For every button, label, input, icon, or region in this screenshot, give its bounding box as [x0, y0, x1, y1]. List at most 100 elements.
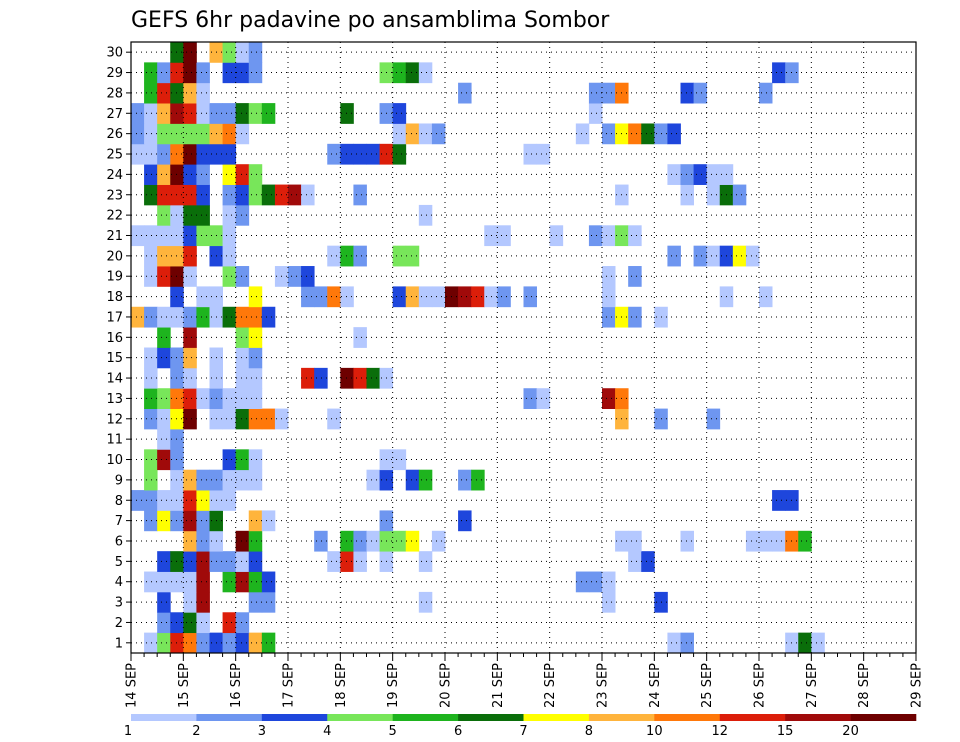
colorbar-swatch — [523, 714, 590, 721]
heatmap-cell — [183, 143, 197, 165]
heatmap-cell — [157, 164, 171, 185]
colorbar-swatch — [327, 714, 393, 721]
heatmap-cell — [131, 306, 145, 328]
heatmap-cell — [667, 123, 681, 145]
heatmap-cell — [366, 469, 380, 491]
heatmap-cell — [392, 143, 407, 165]
heatmap-cell — [418, 204, 433, 226]
heatmap-cell — [196, 286, 210, 308]
x-tick-label: 16 SEP — [229, 663, 244, 708]
heatmap-cell — [183, 510, 197, 532]
heatmap-cell — [667, 164, 681, 185]
heatmap-cell — [235, 571, 250, 593]
heatmap-cell — [196, 612, 210, 634]
colorbar-label: 12 — [711, 724, 728, 739]
heatmap-cell — [706, 164, 721, 185]
heatmap-cell — [157, 123, 171, 145]
heatmap-cell — [183, 551, 197, 572]
heatmap-cell — [196, 143, 210, 165]
heatmap-cell — [667, 245, 681, 267]
heatmap-cell — [222, 62, 237, 84]
heatmap-cell — [405, 530, 420, 552]
heatmap-cells — [131, 42, 917, 654]
heatmap-cell — [222, 571, 237, 593]
x-tick-label: 19 SEP — [386, 663, 401, 708]
heatmap-cell — [222, 490, 237, 511]
heatmap-cell — [235, 449, 250, 471]
heatmap-cell — [196, 62, 210, 84]
heatmap-cell — [248, 62, 263, 84]
heatmap-cell — [732, 184, 747, 206]
heatmap-cell — [157, 347, 171, 369]
heatmap-cell — [327, 143, 341, 165]
heatmap-cell — [523, 388, 537, 409]
heatmap-cell — [222, 388, 237, 409]
heatmap-cell — [497, 225, 511, 247]
heatmap-cell — [222, 449, 237, 471]
heatmap-cell — [693, 245, 708, 267]
heatmap-cell — [196, 82, 210, 104]
heatmap-cell — [314, 530, 328, 552]
heatmap-cell — [405, 62, 420, 84]
heatmap-cell — [196, 204, 210, 226]
heatmap-cell — [340, 367, 354, 389]
heatmap-cell — [222, 103, 237, 124]
heatmap-cell — [144, 143, 158, 165]
heatmap-cell — [183, 62, 197, 84]
heatmap-cell — [183, 490, 197, 511]
colorbar-swatch — [719, 714, 786, 721]
heatmap-cell — [628, 123, 642, 145]
heatmap-cell — [418, 551, 433, 572]
heatmap-cell — [248, 632, 263, 654]
heatmap-cell — [144, 266, 158, 287]
heatmap-cell — [235, 42, 250, 63]
heatmap-cell — [131, 103, 145, 124]
x-tick-label: 23 SEP — [596, 663, 611, 708]
heatmap-cell — [183, 266, 197, 287]
heatmap-cell — [353, 143, 367, 165]
colorbar-label: 4 — [323, 724, 331, 739]
heatmap-cell — [248, 42, 263, 63]
heatmap-cell — [340, 103, 354, 124]
heatmap-cell — [759, 530, 773, 552]
heatmap-cell — [798, 632, 812, 654]
heatmap-cell — [144, 184, 158, 206]
y-tick-label: 5 — [115, 555, 123, 570]
heatmap-cell — [235, 551, 250, 572]
heatmap-cell — [261, 510, 276, 532]
heatmap-cell — [418, 123, 433, 145]
heatmap-cell — [353, 245, 367, 267]
heatmap-cell — [301, 286, 315, 308]
heatmap-cell — [131, 225, 145, 247]
heatmap-cell — [261, 184, 276, 206]
heatmap-cell — [392, 62, 407, 84]
heatmap-cell — [706, 245, 721, 267]
heatmap-cell — [301, 184, 315, 206]
heatmap-cell — [183, 225, 197, 247]
y-tick-label: 12 — [106, 412, 123, 427]
heatmap-cell — [157, 82, 171, 104]
heatmap-cell — [183, 530, 197, 552]
heatmap-cell — [144, 408, 158, 430]
heatmap-cell — [183, 367, 197, 389]
colorbar-swatch — [131, 714, 197, 721]
heatmap-cell — [157, 327, 171, 348]
heatmap-cell — [196, 571, 210, 593]
heatmap-cell — [131, 143, 145, 165]
heatmap-cell — [418, 469, 433, 491]
heatmap-cell — [144, 245, 158, 267]
heatmap-cell — [693, 82, 708, 104]
heatmap-cell — [183, 612, 197, 634]
heatmap-cell — [157, 551, 171, 572]
y-tick-label: 4 — [115, 575, 123, 590]
heatmap-cell — [340, 286, 354, 308]
heatmap-cell — [314, 286, 328, 308]
colorbar-label: 5 — [389, 724, 397, 739]
heatmap-cell — [575, 571, 590, 593]
heatmap-cell — [183, 103, 197, 124]
heatmap-cell — [588, 571, 603, 593]
colorbar-swatch — [654, 714, 721, 721]
heatmap-cell — [392, 530, 407, 552]
x-tick-label: 25 SEP — [700, 663, 715, 708]
x-tick-label: 17 SEP — [282, 663, 297, 708]
